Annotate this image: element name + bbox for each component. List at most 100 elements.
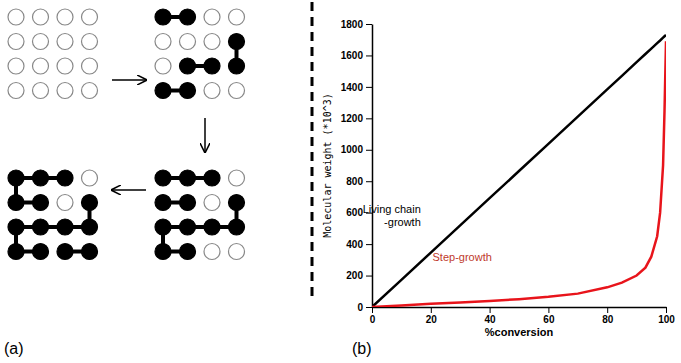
y-tick: 1200 (341, 113, 372, 124)
y-tick-mark (366, 118, 372, 119)
monomer (57, 34, 73, 50)
stage (155, 9, 245, 99)
monomer (33, 34, 49, 50)
monomer (57, 195, 73, 211)
monomer (8, 58, 24, 74)
x-tick-label: 60 (543, 314, 555, 325)
panel-label: (b) (352, 340, 372, 357)
monomer-reacted (229, 58, 245, 74)
x-tick-mark (666, 307, 667, 313)
y-tick-label: 1600 (341, 50, 364, 61)
monomer-reacted (229, 219, 245, 235)
y-axis-title: Molecular weight (*10^3) (322, 93, 333, 238)
monomer-reacted (82, 219, 98, 235)
stage (8, 170, 98, 260)
monomer-reacted (155, 170, 171, 186)
monomer (229, 83, 245, 99)
y-tick: 1600 (341, 50, 372, 61)
monomer-reacted (180, 195, 196, 211)
x-axis-title: %conversion (485, 326, 554, 338)
monomer (33, 58, 49, 74)
x-tick: 60 (543, 307, 555, 325)
y-tick-label: 800 (346, 176, 363, 187)
monomer-reacted (229, 34, 245, 50)
y-tick-label: 1800 (341, 19, 364, 30)
y-tick-mark (366, 55, 372, 56)
panel-label: (a) (4, 340, 24, 357)
x-tick-mark (548, 307, 549, 313)
panel-a: (a) (4, 9, 245, 357)
plot-lines (372, 35, 666, 307)
monomer (204, 34, 220, 50)
monomer-reacted (155, 83, 171, 99)
monomer (57, 83, 73, 99)
series-label-line: -growth (384, 216, 421, 228)
y-tick-label: 400 (346, 239, 363, 250)
panel-b: 0204060801000200400600800100012001400160… (322, 19, 675, 338)
y-tick: 1000 (341, 144, 372, 155)
series-label-line: Step-growth (433, 251, 492, 263)
y-tick-mark (366, 307, 372, 308)
monomer (82, 34, 98, 50)
monomer (155, 58, 171, 74)
y-tick: 1800 (341, 19, 372, 30)
series-label-line: Living chain (363, 203, 421, 215)
x-tick: 80 (602, 307, 614, 325)
monomer (204, 195, 220, 211)
monomer-reacted (204, 58, 220, 74)
series-label: Living chain-growth (363, 203, 421, 228)
x-tick-mark (607, 307, 608, 313)
figure: (a)0204060801000200400600800100012001400… (0, 0, 681, 363)
y-tick-mark (366, 150, 372, 151)
monomer-reacted (8, 219, 24, 235)
monomer-reacted (180, 58, 196, 74)
monomer (8, 9, 24, 25)
x-tick: 40 (485, 307, 497, 325)
monomer-reacted (57, 170, 73, 186)
y-tick-label: 1000 (341, 144, 364, 155)
y-tick: 400 (346, 239, 372, 250)
series-line (372, 35, 666, 307)
monomer-reacted (180, 83, 196, 99)
y-tick-mark (366, 276, 372, 277)
y-tick: 800 (346, 176, 372, 187)
x-tick: 20 (426, 307, 438, 325)
monomer-reacted (180, 219, 196, 235)
monomer (180, 34, 196, 50)
y-tick-label: 0 (357, 302, 363, 313)
monomer (204, 83, 220, 99)
monomer (82, 9, 98, 25)
monomer-reacted (155, 219, 171, 235)
monomer (82, 170, 98, 186)
monomer (229, 9, 245, 25)
monomer (204, 9, 220, 25)
monomer-reacted (33, 219, 49, 235)
y-axis-line (372, 25, 374, 308)
y-tick-label: 1200 (341, 113, 364, 124)
stage (155, 170, 245, 260)
monomer (82, 83, 98, 99)
monomer-reacted (33, 170, 49, 186)
x-axis-line (373, 307, 667, 309)
monomer-reacted (155, 244, 171, 260)
x-axis: 020406080100 (370, 307, 676, 325)
monomer-reacted (82, 195, 98, 211)
series-label: Step-growth (433, 251, 492, 263)
y-tick: 0 (357, 302, 372, 313)
monomer-reacted (204, 170, 220, 186)
x-tick-label: 100 (658, 314, 675, 325)
monomer-reacted (33, 244, 49, 260)
monomer (8, 34, 24, 50)
monomer (33, 9, 49, 25)
y-tick-mark (366, 181, 372, 182)
monomer-reacted (8, 195, 24, 211)
x-tick-label: 80 (602, 314, 614, 325)
arrow (112, 79, 146, 81)
monomer-reacted (229, 195, 245, 211)
y-tick-label: 200 (346, 270, 363, 281)
arrow (204, 118, 206, 152)
monomer (8, 83, 24, 99)
x-tick-mark (372, 307, 373, 313)
x-tick-label: 40 (485, 314, 497, 325)
separator (311, 2, 314, 300)
